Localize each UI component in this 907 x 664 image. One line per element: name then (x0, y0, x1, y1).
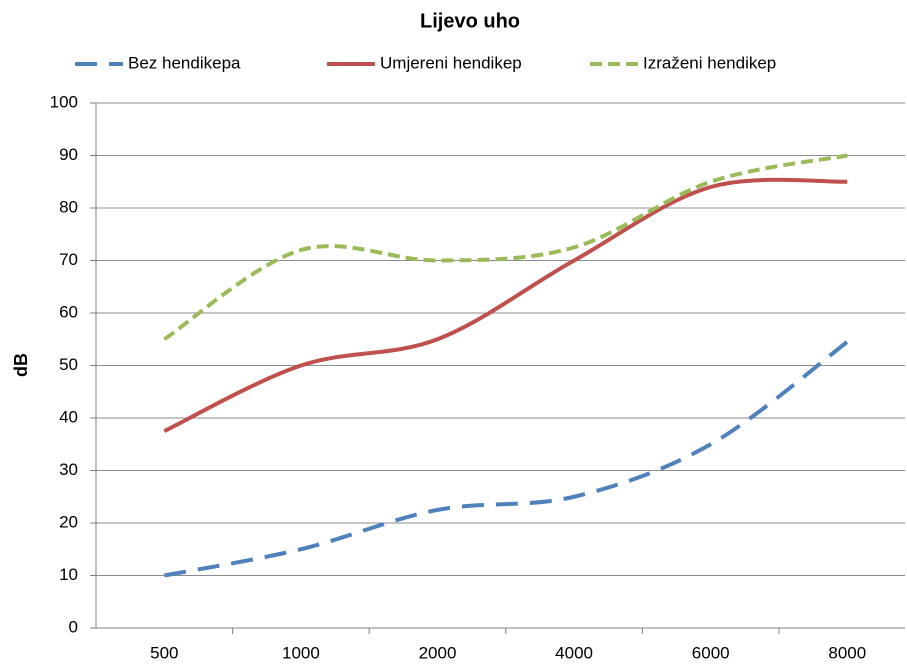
x-tick-label: 2000 (419, 643, 457, 662)
y-tick-label: 0 (69, 617, 78, 636)
x-tick-label: 1000 (282, 643, 320, 662)
chart-title: Lijevo uho (420, 10, 520, 32)
legend-label: Bez hendikepa (128, 53, 241, 72)
x-tick-label: 500 (150, 643, 178, 662)
legend-label: Umjereni hendikep (380, 53, 522, 72)
y-tick-label: 10 (59, 565, 78, 584)
x-tick-label: 6000 (692, 643, 730, 662)
y-tick-label: 70 (59, 250, 78, 269)
x-tick-label: 8000 (828, 643, 866, 662)
y-tick-label: 90 (59, 145, 78, 164)
y-tick-label: 60 (59, 302, 78, 321)
y-tick-label: 40 (59, 407, 78, 426)
x-tick-label: 4000 (555, 643, 593, 662)
legend-label: Izraženi hendikep (643, 53, 776, 72)
y-tick-label: 100 (50, 92, 78, 111)
series-line (163, 153, 848, 341)
y-tick-label: 30 (59, 460, 78, 479)
series-line (163, 177, 848, 433)
y-tick-label: 20 (59, 512, 78, 531)
series-line (163, 340, 849, 578)
y-axis-label: dB (11, 353, 31, 377)
y-tick-label: 50 (59, 355, 78, 374)
y-tick-label: 80 (59, 197, 78, 216)
